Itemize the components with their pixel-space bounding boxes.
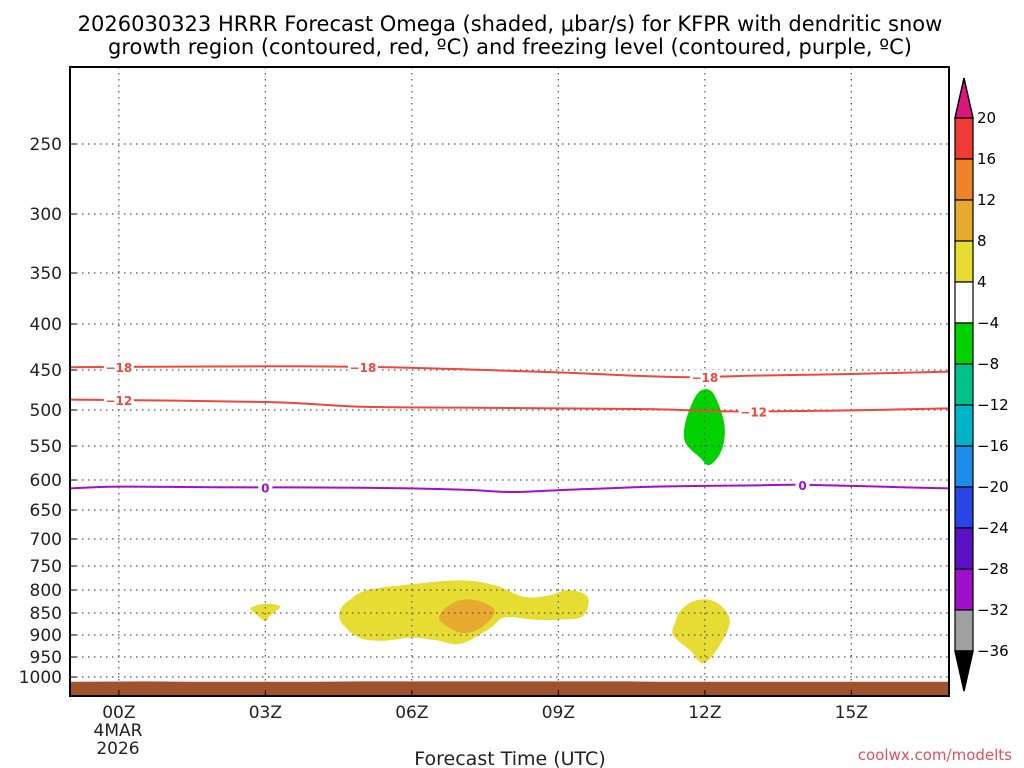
colorbar-bin-8 <box>954 404 974 447</box>
colorbar-tick-label-5: −4 <box>977 314 999 332</box>
y-tick-label-400: 400 <box>30 315 62 335</box>
colorbar-bin-2 <box>954 158 974 201</box>
omega-yellow-12z <box>672 599 730 664</box>
colorbar-bin-3 <box>954 199 974 242</box>
ground <box>70 681 949 696</box>
colorbar-bin-10 <box>954 486 974 529</box>
dgz-minus-18-line <box>69 365 950 379</box>
colorbar-tick-label-8: −16 <box>977 437 1009 455</box>
x-tick-label-15Z: 15Z <box>835 703 868 723</box>
freezing-level-label-bg-0 <box>258 480 273 495</box>
colorbar-tick-label-9: −20 <box>977 478 1009 496</box>
y-axis-pressure-ticks: 2503003504004505005506006507007508008509… <box>19 135 76 688</box>
omega-shading <box>250 389 730 664</box>
dgz-minus-18-label-bg-1 <box>348 360 378 375</box>
y-tick-label-800: 800 <box>30 581 62 601</box>
grid <box>70 67 949 696</box>
y-tick-label-500: 500 <box>30 401 62 421</box>
dgz-minus-12-line <box>69 398 950 413</box>
temperature-contours: −18 −18 −18 −12 −12 0 0 <box>69 360 950 495</box>
colorbar-bin-6 <box>954 322 974 365</box>
omega-orange-core <box>438 599 495 634</box>
dgz-minus-18-label-bg-2 <box>689 369 720 384</box>
freezing-level-label-0: 0 <box>261 481 269 495</box>
colorbar-tick-label-6: −8 <box>977 355 999 373</box>
omega-yellow-03z <box>250 603 281 621</box>
colorbar-bin-5 <box>954 281 974 324</box>
colorbar-bottom-triangle <box>954 650 974 692</box>
x-axis-time-ticks: 00Z 03Z 06Z 09Z 12Z 15Z <box>102 690 868 723</box>
freezing-level-label-bg-1 <box>795 477 810 492</box>
x-tick-label-09Z: 09Z <box>542 703 575 723</box>
colorbar-bin-11 <box>954 527 974 570</box>
dgz-minus-18-label-0: −18 <box>105 361 132 375</box>
colorbar-tick-label-0: 20 <box>977 109 996 127</box>
colorbar-tick-label-7: −12 <box>977 396 1009 414</box>
y-tick-label-1000: 1000 <box>19 668 62 688</box>
dgz-minus-18-label-1: −18 <box>350 361 377 375</box>
colorbar-tick-label-3: 8 <box>977 232 987 250</box>
colorbar-bin-9 <box>954 445 974 488</box>
date-label-day: 4MAR <box>94 721 143 741</box>
colorbar-bin-1 <box>954 117 974 160</box>
y-tick-label-450: 450 <box>30 361 62 381</box>
colorbar-bin-4 <box>954 240 974 283</box>
y-tick-label-950: 950 <box>30 648 62 668</box>
credit-text: coolwx.com/modelts <box>858 746 1012 764</box>
dgz-minus-12-label-bg-1 <box>738 404 769 419</box>
y-tick-label-700: 700 <box>30 530 62 550</box>
colorbar-tick-label-11: −28 <box>977 560 1009 578</box>
date-label-year: 2026 <box>96 739 139 759</box>
y-tick-label-350: 350 <box>30 264 62 284</box>
dgz-minus-12-label-bg-0 <box>103 393 134 408</box>
y-tick-label-900: 900 <box>30 626 62 646</box>
colorbar-tick-label-10: −24 <box>977 519 1009 537</box>
y-tick-label-850: 850 <box>30 604 62 624</box>
freezing-level-line <box>69 483 950 494</box>
x-tick-label-12Z: 12Z <box>688 703 721 723</box>
colorbar-top-triangle <box>954 77 974 119</box>
colorbar-tick-label-2: 12 <box>977 191 996 209</box>
x-tick-label-00Z: 00Z <box>102 703 135 723</box>
x-tick-label-03Z: 03Z <box>249 703 282 723</box>
plot-frame <box>69 66 950 697</box>
dgz-minus-12-label-1: −12 <box>740 405 767 419</box>
colorbar-tick-label-12: −32 <box>977 601 1009 619</box>
y-tick-label-750: 750 <box>30 557 62 577</box>
dgz-minus-18-label-2: −18 <box>691 371 718 385</box>
colorbar-bin-7 <box>954 363 974 406</box>
y-tick-label-600: 600 <box>30 471 62 491</box>
colorbar-bin-13 <box>954 609 974 652</box>
colorbar-tick-label-4: 4 <box>977 273 987 291</box>
colorbar-tick-label-13: −36 <box>977 642 1009 660</box>
dgz-minus-18-label-bg-0 <box>103 360 134 375</box>
terrain-surface <box>70 681 949 696</box>
x-axis-label: Forecast Time (UTC) <box>414 748 605 768</box>
chart-title-line2: growth region (contoured, red, ºC) and f… <box>108 35 912 59</box>
y-tick-label-250: 250 <box>30 135 62 155</box>
colorbar: 20 16 12 8 4 −4 −8 −12 −16 −20 −24 −28 −32 −36 <box>954 77 1009 692</box>
chart-title-line1: 2026030323 HRRR Forecast Omega (shaded, … <box>78 12 943 36</box>
y-tick-label-650: 650 <box>30 501 62 521</box>
freezing-level-label-1: 0 <box>798 479 806 493</box>
colorbar-tick-label-1: 16 <box>977 150 996 168</box>
y-tick-label-300: 300 <box>30 205 62 225</box>
x-tick-label-06Z: 06Z <box>395 703 428 723</box>
dgz-minus-12-label-0: −12 <box>105 394 132 408</box>
y-tick-label-550: 550 <box>30 437 62 457</box>
colorbar-bin-12 <box>954 568 974 611</box>
